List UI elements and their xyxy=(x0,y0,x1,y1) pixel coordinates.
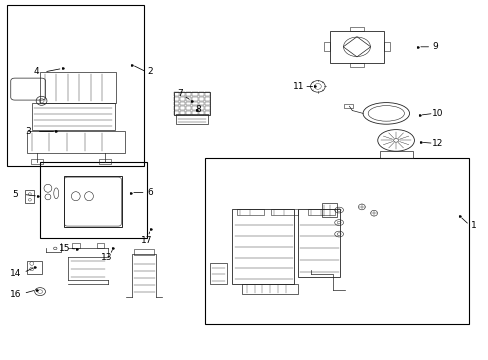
Bar xyxy=(31,159,43,164)
Text: 15: 15 xyxy=(59,244,70,253)
Bar xyxy=(237,209,264,215)
Bar xyxy=(324,42,329,51)
Bar xyxy=(40,162,146,238)
Bar xyxy=(198,92,203,96)
Bar xyxy=(204,111,209,115)
Text: 8: 8 xyxy=(195,105,201,114)
Text: 16: 16 xyxy=(10,289,21,299)
Bar xyxy=(204,106,209,110)
Bar xyxy=(180,102,185,105)
Bar xyxy=(204,102,209,105)
Text: 2: 2 xyxy=(147,68,153,77)
Text: 7: 7 xyxy=(177,89,183,98)
Bar xyxy=(176,114,207,124)
Bar xyxy=(97,243,104,248)
Bar xyxy=(180,97,185,101)
Bar xyxy=(198,102,203,105)
Text: 3: 3 xyxy=(25,127,31,136)
Bar xyxy=(186,102,191,105)
Bar xyxy=(32,103,115,130)
Bar xyxy=(329,31,383,63)
Bar xyxy=(27,131,124,153)
Bar xyxy=(242,284,298,294)
Bar xyxy=(379,151,412,158)
Text: 9: 9 xyxy=(431,42,437,51)
Bar xyxy=(349,63,364,67)
Bar xyxy=(192,106,197,110)
Bar xyxy=(232,209,294,284)
Bar xyxy=(192,111,197,115)
Bar xyxy=(349,27,364,31)
Bar xyxy=(7,5,144,166)
Bar xyxy=(204,92,209,96)
Text: 1: 1 xyxy=(469,220,475,230)
Bar xyxy=(186,97,191,101)
Bar xyxy=(186,111,191,115)
Bar xyxy=(180,92,185,96)
Bar xyxy=(174,92,179,96)
Bar xyxy=(174,106,179,110)
Bar xyxy=(134,249,154,255)
Bar xyxy=(174,97,179,101)
Bar xyxy=(343,104,352,108)
Bar xyxy=(204,97,209,101)
Bar xyxy=(27,261,41,274)
Bar xyxy=(25,190,34,203)
Bar xyxy=(173,92,210,115)
Bar xyxy=(198,111,203,115)
Bar xyxy=(297,210,340,277)
Bar xyxy=(383,42,389,51)
Bar xyxy=(307,209,334,215)
Bar xyxy=(192,92,197,96)
Bar xyxy=(192,102,197,105)
Bar xyxy=(63,176,122,227)
Text: 14: 14 xyxy=(10,269,21,278)
Bar xyxy=(271,209,298,215)
Text: 13: 13 xyxy=(101,253,112,262)
Text: 10: 10 xyxy=(431,109,443,118)
Text: 6: 6 xyxy=(147,188,153,197)
Text: 17: 17 xyxy=(141,235,152,245)
Text: 12: 12 xyxy=(431,139,443,148)
Text: 4: 4 xyxy=(34,68,40,77)
Bar xyxy=(198,106,203,110)
Bar xyxy=(99,159,111,164)
Bar xyxy=(72,243,80,248)
Bar xyxy=(210,263,227,284)
Bar xyxy=(192,97,197,101)
Bar xyxy=(322,203,336,217)
Bar xyxy=(180,111,185,115)
Bar xyxy=(186,106,191,110)
Text: 11: 11 xyxy=(292,82,304,91)
Bar xyxy=(205,158,468,324)
Bar xyxy=(186,92,191,96)
Bar xyxy=(40,72,116,103)
Text: 5: 5 xyxy=(13,190,19,199)
Bar xyxy=(198,97,203,101)
Bar xyxy=(174,111,179,115)
Bar xyxy=(174,102,179,105)
Bar xyxy=(180,106,185,110)
